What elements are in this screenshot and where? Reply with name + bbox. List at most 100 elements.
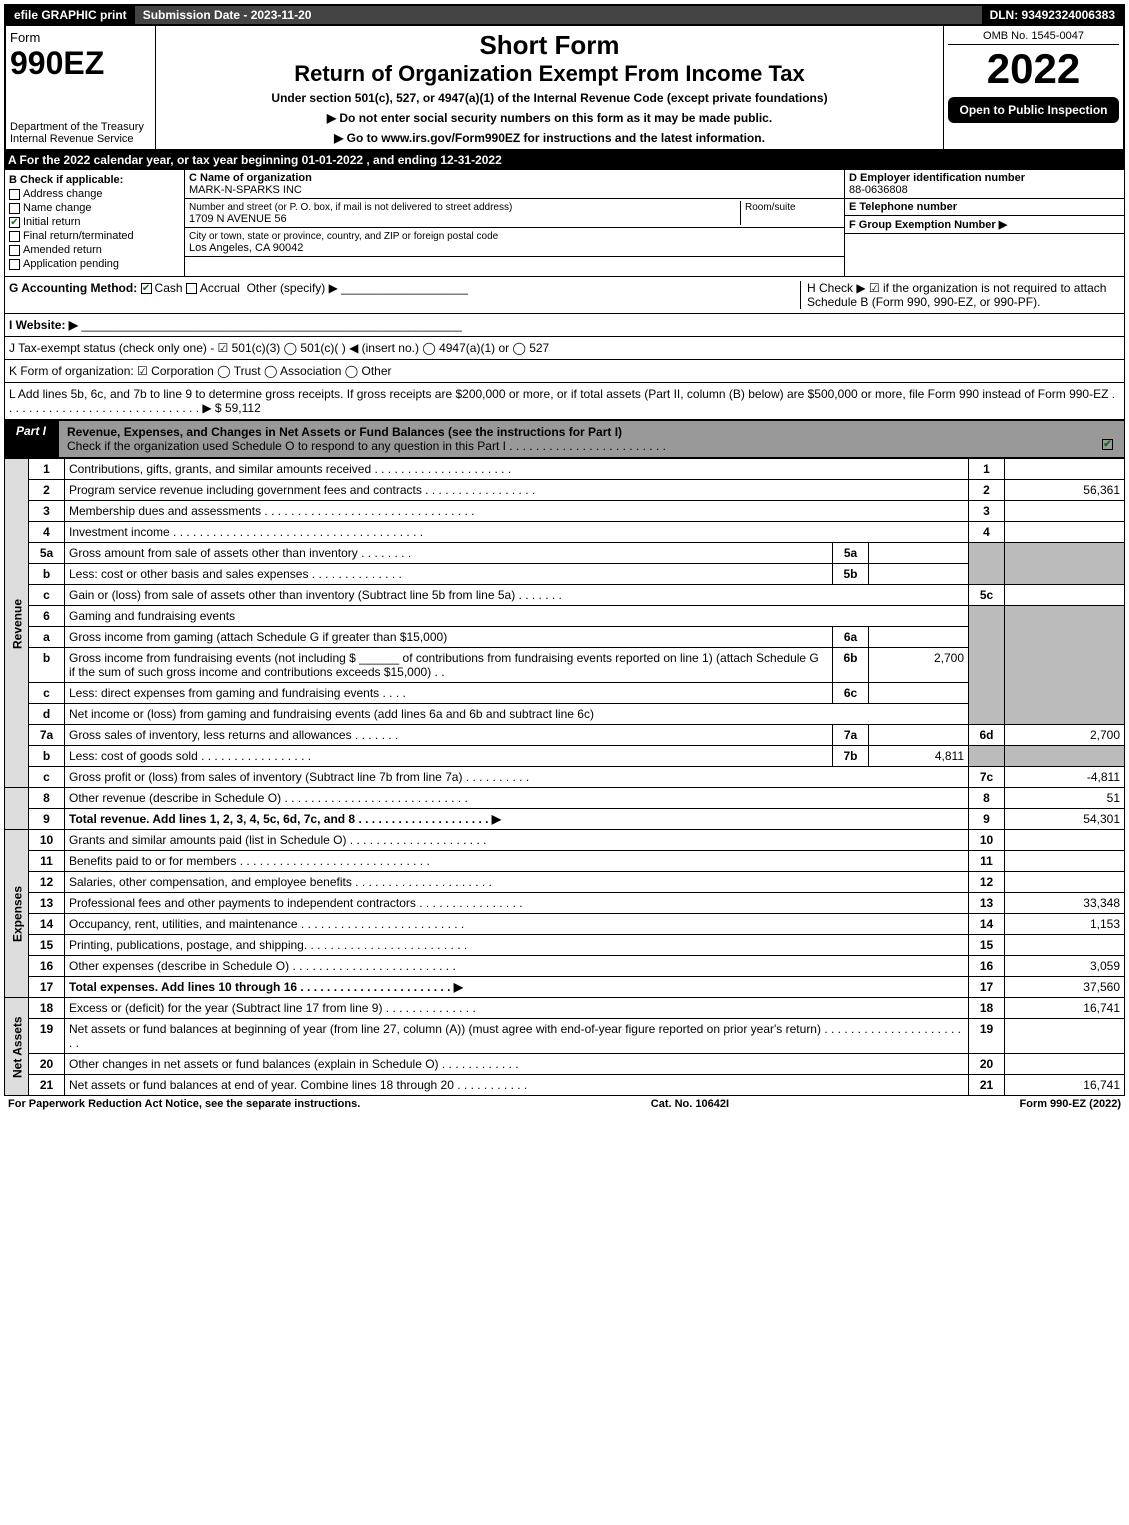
instruction-1: ▶ Do not enter social security numbers o… [160,111,939,125]
line-9-desc: Total revenue. Add lines 1, 2, 3, 4, 5c,… [65,809,969,830]
checkbox-accrual[interactable] [186,283,197,294]
footer-right: Form 990-EZ (2022) [1020,1098,1121,1110]
page-footer: For Paperwork Reduction Act Notice, see … [4,1096,1125,1112]
top-bar: efile GRAPHIC print Submission Date - 20… [4,4,1125,26]
checkbox-cash[interactable] [141,283,152,294]
part-i-header: Part I Revenue, Expenses, and Changes in… [4,420,1125,458]
line-6d-value: 2,700 [1005,725,1125,746]
section-b-title: B Check if applicable: [9,174,180,186]
line-16-value: 3,059 [1005,956,1125,977]
checkbox-application-pending[interactable]: Application pending [9,258,180,270]
form-number: 990EZ [10,45,151,82]
line-7c-desc: Gross profit or (loss) from sales of inv… [65,767,969,788]
line-15-value [1005,935,1125,956]
line-12-desc: Salaries, other compensation, and employ… [65,872,969,893]
line-15-desc: Printing, publications, postage, and shi… [65,935,969,956]
instruction-2: ▶ Go to www.irs.gov/Form990EZ for instru… [160,131,939,145]
line-19-desc: Net assets or fund balances at beginning… [65,1019,969,1054]
section-b: B Check if applicable: Address change Na… [5,170,185,276]
line-7a-desc: Gross sales of inventory, less returns a… [65,725,833,746]
room-suite-label: Room/suite [745,202,796,213]
net-assets-label: Net Assets [5,998,29,1096]
line-6b-desc: Gross income from fundraising events (no… [65,648,833,683]
city-block: City or town, state or province, country… [185,228,844,257]
part-i-label: Part I [4,420,58,458]
line-7b-desc: Less: cost of goods sold . . . . . . . .… [65,746,833,767]
section-f: F Group Exemption Number ▶ [845,216,1124,234]
section-a: A For the 2022 calendar year, or tax yea… [4,151,1125,169]
part-i-table: Revenue 1 Contributions, gifts, grants, … [4,458,1125,1096]
checkbox-address-change[interactable]: Address change [9,188,180,200]
sections-d-e-f: D Employer identification number 88-0636… [844,170,1124,276]
line-13-value: 33,348 [1005,893,1125,914]
line-14-value: 1,153 [1005,914,1125,935]
ein: 88-0636808 [849,184,908,196]
sections-b-c-d-e-f: B Check if applicable: Address change Na… [4,169,1125,277]
line-5a-desc: Gross amount from sale of assets other t… [65,543,833,564]
form-word: Form [10,30,151,45]
efile-print[interactable]: efile GRAPHIC print [6,6,135,24]
checkbox-amended-return[interactable]: Amended return [9,244,180,256]
line-18-value: 16,741 [1005,998,1125,1019]
expenses-label: Expenses [5,830,29,998]
header-center: Short Form Return of Organization Exempt… [156,26,943,149]
line-8-desc: Other revenue (describe in Schedule O) .… [65,788,969,809]
header-right: OMB No. 1545-0047 2022 Open to Public In… [943,26,1123,149]
line-2-desc: Program service revenue including govern… [65,480,969,501]
city-state-zip: Los Angeles, CA 90042 [189,242,303,254]
checkbox-name-change[interactable]: Name change [9,202,180,214]
section-j: J Tax-exempt status (check only one) - ☑… [4,337,1125,360]
section-e: E Telephone number [845,199,1124,216]
line-16-desc: Other expenses (describe in Schedule O) … [65,956,969,977]
line-5c-desc: Gain or (loss) from sale of assets other… [65,585,969,606]
line-7c-value: -4,811 [1005,767,1125,788]
open-to-public: Open to Public Inspection [948,97,1119,123]
line-8-value: 51 [1005,788,1125,809]
line-1-value [1005,459,1125,480]
line-1-desc: Contributions, gifts, grants, and simila… [65,459,969,480]
section-h: H Check ▶ ☑ if the organization is not r… [800,281,1120,309]
checkbox-final-return[interactable]: Final return/terminated [9,230,180,242]
header-left: Form 990EZ Department of the Treasury In… [6,26,156,149]
line-13-desc: Professional fees and other payments to … [65,893,969,914]
line-6d-desc: Net income or (loss) from gaming and fun… [65,704,969,725]
line-5b-desc: Less: cost or other basis and sales expe… [65,564,833,585]
section-c: C Name of organization MARK-N-SPARKS INC… [185,170,844,276]
line-6-desc: Gaming and fundraising events [65,606,969,627]
form-header: Form 990EZ Department of the Treasury In… [4,26,1125,151]
line-6b-value: 2,700 [869,648,969,683]
line-5a-value [869,543,969,564]
line-9-value: 54,301 [1005,809,1125,830]
line-6a-value [869,627,969,648]
checkbox-initial-return[interactable]: Initial return [9,216,180,228]
submission-date: Submission Date - 2023-11-20 [135,6,982,24]
line-5b-value [869,564,969,585]
org-name-block: C Name of organization MARK-N-SPARKS INC [185,170,844,199]
line-2-value: 56,361 [1005,480,1125,501]
line-7b-value: 4,811 [869,746,969,767]
line-10-desc: Grants and similar amounts paid (list in… [65,830,969,851]
line-6c-desc: Less: direct expenses from gaming and fu… [65,683,833,704]
section-g-h: G Accounting Method: Cash Accrual Other … [4,277,1125,314]
line-5c-value [1005,585,1125,606]
revenue-label: Revenue [5,459,29,788]
footer-center: Cat. No. 10642I [651,1098,729,1110]
omb-number: OMB No. 1545-0047 [948,30,1119,45]
department: Department of the Treasury Internal Reve… [10,121,151,145]
line-14-desc: Occupancy, rent, utilities, and maintena… [65,914,969,935]
dln: DLN: 93492324006383 [982,6,1123,24]
section-k: K Form of organization: ☑ Corporation ◯ … [4,360,1125,383]
line-17-desc: Total expenses. Add lines 10 through 16 … [65,977,969,998]
short-form-title: Short Form [160,30,939,61]
line-21-desc: Net assets or fund balances at end of ye… [65,1075,969,1096]
checkbox-schedule-o[interactable] [1102,439,1113,450]
line-6c-value [869,683,969,704]
line-17-value: 37,560 [1005,977,1125,998]
street-address: 1709 N AVENUE 56 [189,213,287,225]
line-18-desc: Excess or (deficit) for the year (Subtra… [65,998,969,1019]
line-11-value [1005,851,1125,872]
part-i-title: Revenue, Expenses, and Changes in Net As… [58,420,1125,458]
line-11-desc: Benefits paid to or for members . . . . … [65,851,969,872]
section-d: D Employer identification number 88-0636… [845,170,1124,199]
section-i: I Website: ▶ ___________________________… [4,314,1125,337]
